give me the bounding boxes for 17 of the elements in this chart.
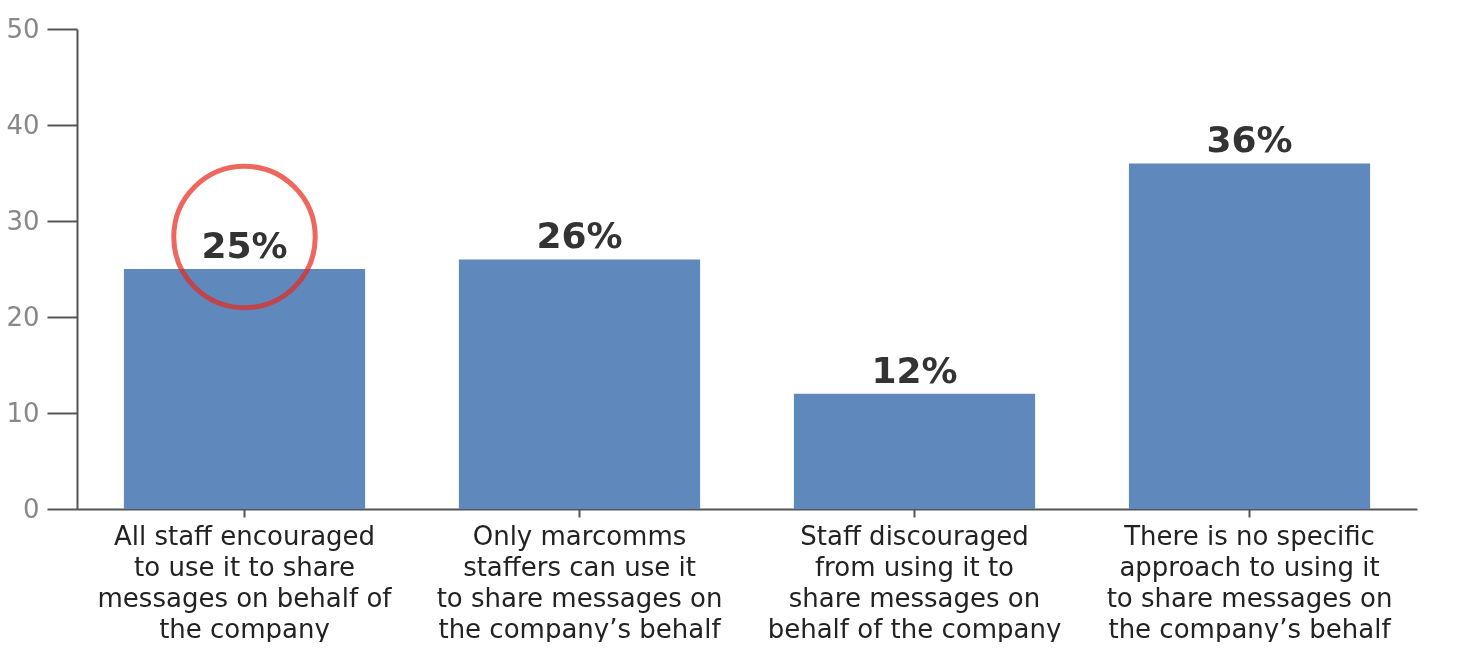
x-tick-label: All staff encouraged to use it to share messages on behalf of the company — [97, 520, 393, 644]
y-tick-label: 10 — [6, 397, 40, 428]
y-tick-label: 20 — [6, 301, 40, 332]
bar — [1128, 163, 1371, 509]
y-tick-label: 50 — [6, 13, 40, 44]
y-tick-label: 40 — [6, 109, 40, 140]
x-tick-label: There is no specific approach to using it to share messages on the company’s behalf — [1106, 520, 1393, 644]
data-label: 12% — [871, 349, 958, 391]
data-label: 25% — [201, 225, 288, 266]
bar — [793, 393, 1036, 509]
y-tick-label: 0 — [22, 493, 40, 524]
data-label: 36% — [1206, 119, 1293, 161]
x-tick-label: Staff discouraged from using it to share messages on behalf of the company — [767, 520, 1062, 644]
data-label: 26% — [536, 215, 623, 257]
x-tick-label: Only marcomms staffers can use it to share messages on the company’s behalf — [436, 520, 723, 644]
y-tick-label: 30 — [6, 205, 40, 236]
bar — [458, 259, 701, 509]
